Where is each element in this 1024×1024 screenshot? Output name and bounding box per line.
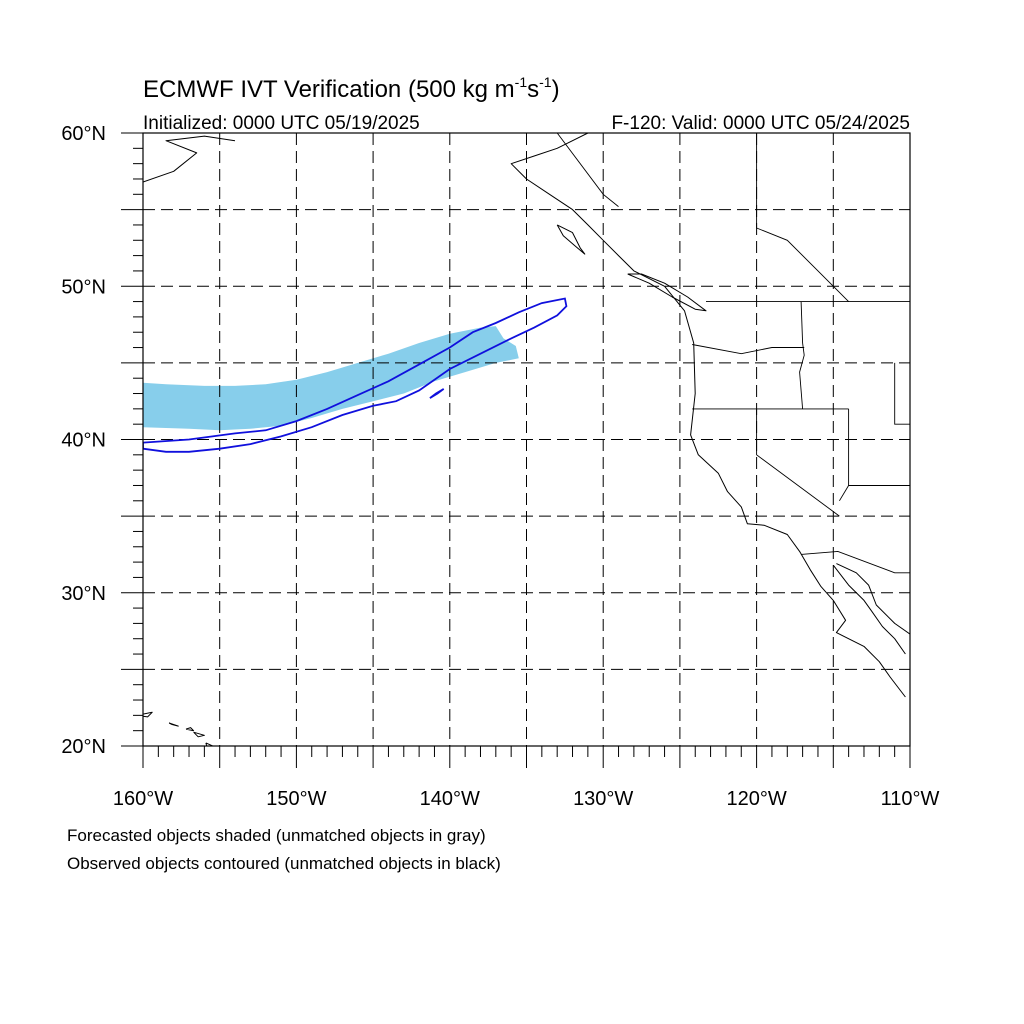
initialized-time: Initialized: 0000 UTC 05/19/2025 <box>143 113 420 134</box>
hawaii-island-coastline <box>193 731 205 738</box>
hawaii-island-coastline <box>143 711 153 718</box>
political-border <box>692 344 805 355</box>
political-border <box>756 408 840 517</box>
haida-gwaii-coastline <box>556 224 586 255</box>
observed-ivt-object-contour <box>143 297 568 453</box>
gridline-layer <box>143 133 910 746</box>
map-title: ECMWF IVT Verification (500 kg m-1s-1) <box>143 74 560 103</box>
title-prefix: ECMWF IVT Verification (500 kg m <box>143 76 515 103</box>
latitude-label: 40°N <box>61 430 106 452</box>
observed-ivt-fragment-contour <box>429 388 445 399</box>
latitude-label: 30°N <box>61 583 106 605</box>
valid-time: F-120: Valid: 0000 UTC 05/24/2025 <box>611 113 910 134</box>
geography-layer <box>143 133 910 746</box>
mexico-mainland-coastline <box>836 563 910 635</box>
political-border <box>839 408 850 502</box>
tick-layer <box>121 132 911 768</box>
title-mid: s <box>527 76 539 103</box>
axis-label-layer: 60°N 50°N 40°N 30°N 20°N 160°W 150°W 140°W 130°W… <box>61 123 939 810</box>
alaska-coastline <box>143 135 236 183</box>
baja-gulf-coastline <box>832 564 906 655</box>
longitude-label: 140°W <box>420 788 480 810</box>
caption-observed: Observed objects contoured (unmatched ob… <box>67 854 501 873</box>
longitude-label: 130°W <box>573 788 633 810</box>
forecast-object-layer <box>143 326 519 431</box>
title-suffix: ) <box>552 76 560 103</box>
longitude-label: 120°W <box>726 788 786 810</box>
political-border <box>756 133 849 302</box>
latitude-label: 20°N <box>61 736 106 758</box>
caption-forecast: Forecasted objects shaded (unmatched obj… <box>67 826 486 845</box>
latitude-label: 50°N <box>61 276 106 298</box>
observed-object-layer <box>143 297 568 453</box>
hawaii-island-coastline <box>185 727 195 732</box>
title-exponent-1: -1 <box>515 74 528 90</box>
hawaii-island-coastline <box>168 722 179 727</box>
map-plot-area <box>143 133 910 746</box>
political-border <box>801 550 910 574</box>
latitude-label: 60°N <box>61 123 106 145</box>
political-border <box>894 362 910 425</box>
longitude-label: 150°W <box>266 788 326 810</box>
longitude-label: 160°W <box>113 788 173 810</box>
political-border <box>799 301 805 409</box>
title-exponent-2: -1 <box>539 74 552 90</box>
longitude-label: 110°W <box>881 788 940 810</box>
vancouver-island-coastline <box>627 273 707 312</box>
forecast-ivt-object <box>143 326 519 431</box>
political-border <box>556 133 619 207</box>
west-coast-coastline <box>510 133 906 698</box>
